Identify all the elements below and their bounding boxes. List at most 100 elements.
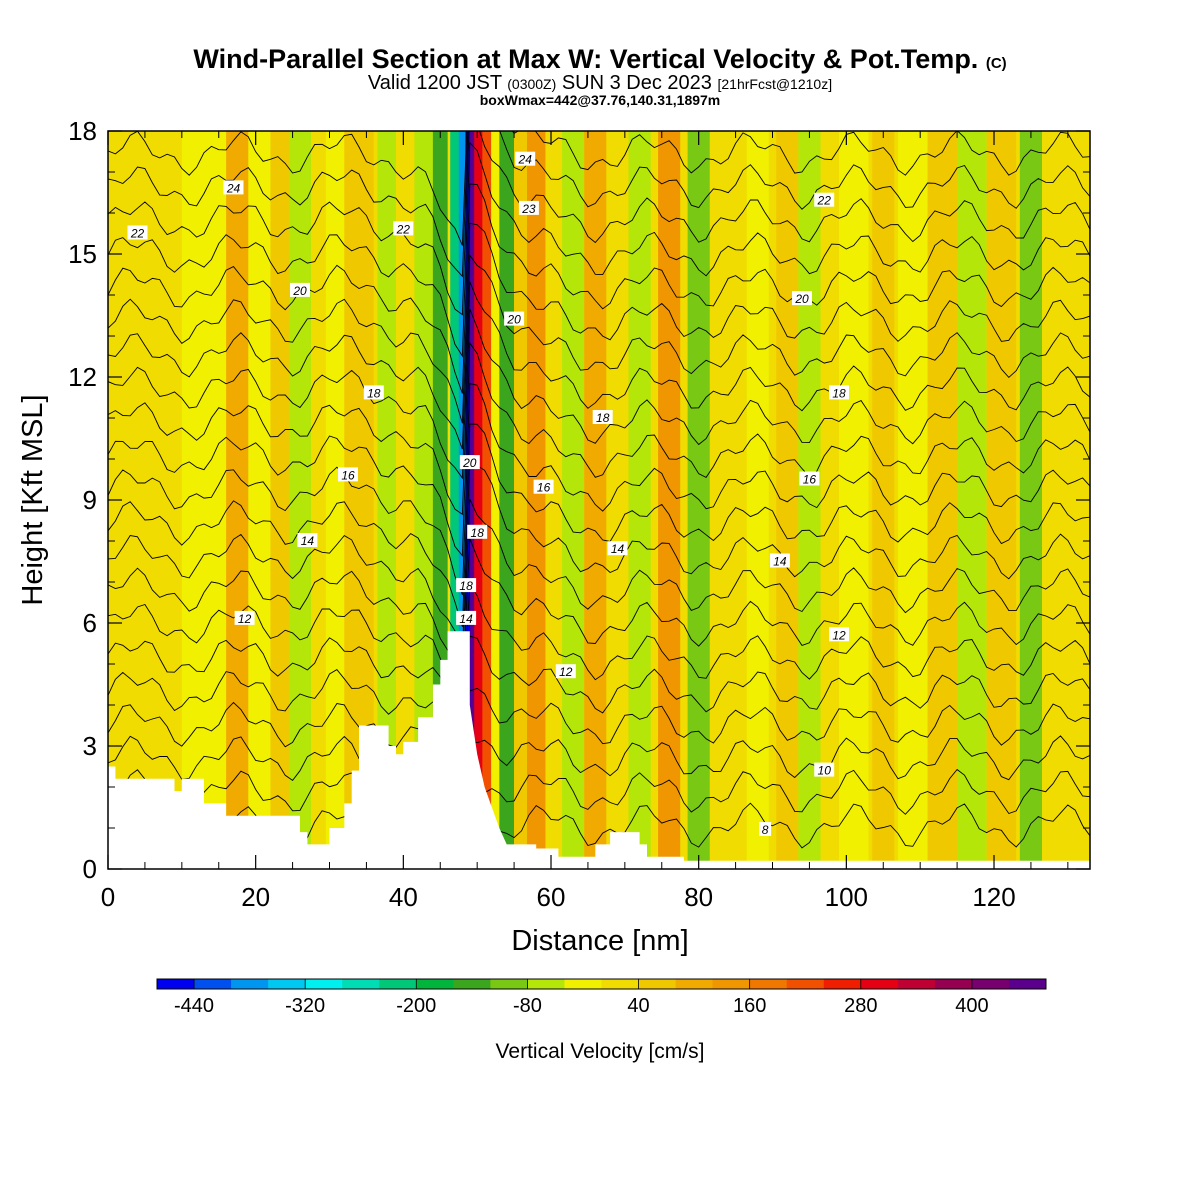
contour-label-2: 22 — [393, 221, 414, 236]
contour-label-text: 16 — [341, 468, 355, 482]
vertical-velocity-field — [108, 131, 1090, 869]
w-column-18 — [470, 131, 476, 869]
contour-label-3: 20 — [290, 282, 310, 298]
contour-label-text: 22 — [130, 227, 145, 241]
theta-contour-14 — [108, 538, 1090, 690]
contour-label-text: 24 — [226, 181, 241, 195]
colorbar-swatch-8 — [453, 979, 491, 989]
contour-label-text: 20 — [462, 456, 477, 470]
w-column-7 — [288, 131, 312, 869]
colorbar-swatch-10 — [527, 979, 565, 989]
w-column-37 — [838, 131, 869, 869]
contour-label-6: 22 — [814, 192, 835, 208]
contour-label-22: 12 — [234, 610, 255, 626]
contour-label-text: 22 — [396, 222, 411, 236]
x-tick-label-100: 100 — [825, 882, 868, 912]
contour-label-bg — [799, 471, 820, 486]
forecast-info: [21hrFcst@1210z] — [717, 76, 833, 92]
w-column-33 — [746, 131, 769, 869]
valid-date: SUN 3 Dec 2023 — [561, 72, 712, 94]
colorbar-swatch-15 — [712, 979, 751, 989]
w-column-19 — [474, 131, 484, 869]
contour-labels: 24 22 22 20 24 23 22 20 20 18 18 18 20 16 16 16 18 14 14 14… — [127, 151, 849, 837]
valid-time: Valid 1200 JST — [367, 72, 502, 94]
x-tick-label-20: 20 — [241, 882, 270, 912]
colorbar-label: Vertical Velocity [cm/s] — [496, 1040, 705, 1063]
w-column-36 — [820, 131, 843, 869]
contour-label-text: 14 — [459, 612, 473, 626]
contour-label-text: 20 — [794, 292, 809, 306]
contour-label-text: 14 — [301, 534, 315, 548]
contour-label-23: 12 — [829, 627, 849, 642]
contour-label-bg — [592, 410, 613, 424]
theta-contour-22 — [108, 254, 1090, 450]
contour-label-bg — [234, 610, 255, 625]
terrain-fill — [108, 631, 1090, 869]
potential-temperature-contours — [108, 131, 1090, 849]
contour-label-11: 18 — [829, 385, 849, 400]
contour-label-1: 22 — [127, 225, 148, 241]
colorbar-swatch-9 — [490, 979, 528, 989]
contour-label-text: 14 — [611, 542, 625, 556]
theta-contour-20 — [108, 308, 1090, 516]
colorbar-swatch-14 — [675, 979, 714, 989]
theta-contour-15 — [108, 498, 1090, 669]
w-column-44 — [1045, 131, 1076, 869]
utc-time: (0300Z) — [507, 76, 557, 92]
w-column-30 — [658, 131, 681, 869]
theta-contour-10 — [108, 735, 1090, 782]
contour-label-text: 16 — [803, 473, 817, 487]
w-column-40 — [927, 131, 958, 869]
x-tick-label-60: 60 — [537, 882, 566, 912]
theta-contour-24 — [108, 183, 1090, 394]
contour-label-text: 18 — [832, 386, 846, 400]
theta-contour-26 — [108, 131, 1090, 316]
contour-label-bg — [792, 291, 812, 306]
w-column-25 — [545, 131, 564, 869]
y-tick-label-6: 6 — [83, 608, 97, 638]
contour-label-text: 14 — [773, 555, 787, 569]
contour-label-bg — [829, 627, 849, 642]
contour-label-bg — [297, 533, 318, 547]
theta-contour-17 — [108, 423, 1090, 627]
contour-label-10: 18 — [592, 410, 613, 425]
x-tick-label-0: 0 — [101, 882, 115, 912]
contour-label-bg — [363, 385, 384, 400]
chart-subtitle: Valid 1200 JST (0300Z) SUN 3 Dec 2023 [2… — [0, 72, 1200, 95]
x-tick-label-40: 40 — [389, 882, 418, 912]
chart-title: Wind-Parallel Section at Max W: Vertical… — [0, 44, 1200, 75]
theta-contour-13 — [108, 582, 1090, 718]
contour-label-15: 16 — [799, 471, 820, 487]
w-column-9 — [325, 131, 348, 869]
theta-contour-11 — [108, 687, 1090, 766]
contour-label-bg — [393, 221, 414, 236]
y-tick-label-18: 18 — [68, 116, 97, 146]
y-tick-label-15: 15 — [68, 239, 97, 269]
contour-label-text: 20 — [292, 284, 307, 298]
contour-label-text: 18 — [367, 386, 381, 400]
contour-label-0: 24 — [223, 180, 244, 195]
w-column-32 — [713, 131, 743, 869]
w-column-12 — [395, 131, 419, 869]
contour-label-text: 12 — [559, 665, 573, 679]
contour-label-bg — [467, 524, 488, 539]
colorbar-swatch-5 — [342, 979, 380, 989]
w-column-35 — [798, 131, 821, 869]
colorbar-tick-label-4: 40 — [627, 995, 649, 1017]
y-tick-label-9: 9 — [83, 485, 97, 515]
contour-label-9: 18 — [363, 385, 384, 400]
contour-label-21: 14 — [456, 610, 477, 626]
colorbar-tick-label-0: -440 — [174, 995, 214, 1017]
contour-label-bg — [533, 479, 554, 494]
colorbar-swatch-2 — [231, 979, 269, 989]
contour-label-4: 24 — [515, 151, 536, 167]
contour-label-19: 14 — [769, 553, 790, 569]
w-column-13 — [414, 131, 437, 869]
contour-label-bg — [504, 311, 525, 326]
contour-label-12: 20 — [459, 455, 480, 470]
colorbar-swatch-22 — [971, 979, 1010, 989]
contour-label-bg — [290, 282, 310, 297]
theta-contour-27 — [108, 131, 1090, 278]
contour-label-8: 20 — [792, 291, 812, 306]
